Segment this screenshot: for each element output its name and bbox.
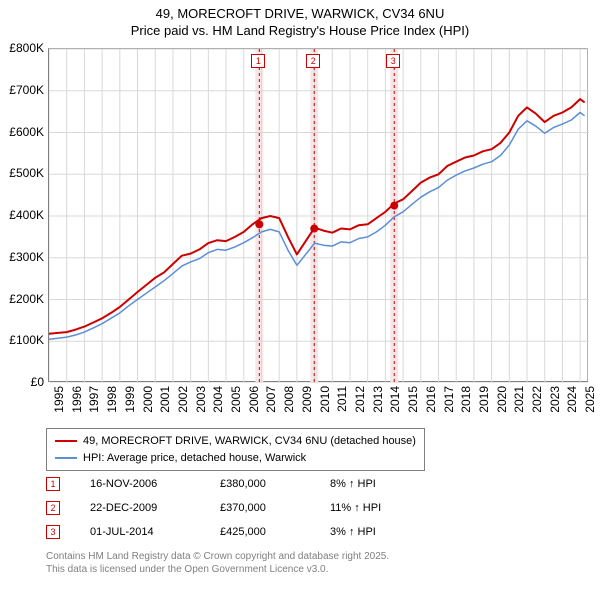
sale-date: 16-NOV-2006: [90, 478, 220, 490]
x-axis-tick-label: 1999: [123, 386, 137, 413]
x-axis-tick-label: 2002: [176, 386, 190, 413]
sale-marker-2: 2: [306, 54, 320, 68]
x-axis-tick-label: 1996: [70, 386, 84, 413]
title-line-2: Price paid vs. HM Land Registry's House …: [0, 23, 600, 40]
x-axis-tick-label: 2015: [406, 386, 420, 413]
legend-item: 49, MORECROFT DRIVE, WARWICK, CV34 6NU (…: [55, 433, 416, 450]
sale-row: 2 22-DEC-2009£370,00011% ↑ HPI: [46, 496, 430, 520]
legend-item: HPI: Average price, detached house, Warw…: [55, 450, 416, 467]
x-axis-tick-label: 2008: [282, 386, 296, 413]
sale-date: 01-JUL-2014: [90, 526, 220, 538]
x-axis-tick-label: 2011: [335, 386, 349, 412]
y-axis-tick-label: £700K: [0, 83, 44, 97]
y-axis-tick-label: £500K: [0, 166, 44, 180]
x-axis-tick-label: 2016: [424, 386, 438, 413]
sale-row-marker: 3: [46, 525, 60, 539]
x-axis-tick-label: 2018: [459, 386, 473, 413]
x-axis-tick-label: 2023: [548, 386, 562, 413]
sale-price: £380,000: [220, 478, 330, 490]
x-axis-tick-label: 2005: [229, 386, 243, 413]
sale-row-marker: 2: [46, 501, 60, 515]
x-axis-tick-label: 2006: [247, 386, 261, 413]
x-axis-tick-label: 2025: [583, 386, 597, 413]
sale-hpi-delta: 3% ↑ HPI: [330, 526, 430, 538]
x-axis-tick-label: 2012: [353, 386, 367, 413]
legend-label: 49, MORECROFT DRIVE, WARWICK, CV34 6NU (…: [83, 433, 416, 450]
chart-legend: 49, MORECROFT DRIVE, WARWICK, CV34 6NU (…: [46, 428, 425, 471]
legend-swatch: [55, 440, 77, 442]
x-axis-tick-label: 2021: [512, 386, 526, 413]
x-axis-tick-label: 2001: [158, 386, 172, 413]
x-axis-tick-label: 2000: [141, 386, 155, 413]
y-axis-tick-label: £0: [0, 375, 44, 389]
attribution-text: Contains HM Land Registry data © Crown c…: [46, 550, 389, 576]
x-axis-tick-label: 2013: [371, 386, 385, 413]
y-axis-tick-label: £300K: [0, 250, 44, 264]
x-axis-tick-label: 2024: [565, 386, 579, 413]
y-axis-tick-label: £600K: [0, 125, 44, 139]
sale-price: £425,000: [220, 526, 330, 538]
sale-hpi-delta: 11% ↑ HPI: [330, 502, 430, 514]
x-axis-tick-label: 2014: [388, 386, 402, 413]
sale-row-marker: 1: [46, 477, 60, 491]
sale-marker-3: 3: [386, 54, 400, 68]
x-axis-tick-label: 2010: [318, 386, 332, 413]
y-axis-tick-label: £400K: [0, 208, 44, 222]
title-line-1: 49, MORECROFT DRIVE, WARWICK, CV34 6NU: [0, 6, 600, 23]
x-axis-tick-label: 2007: [264, 386, 278, 413]
attribution-line-2: This data is licensed under the Open Gov…: [46, 563, 389, 576]
x-axis-tick-label: 2020: [495, 386, 509, 413]
x-axis-tick-label: 1997: [87, 386, 101, 413]
x-axis-tick-label: 2019: [477, 386, 491, 413]
x-axis-tick-label: 2003: [194, 386, 208, 413]
legend-label: HPI: Average price, detached house, Warw…: [83, 450, 306, 467]
legend-swatch: [55, 457, 77, 459]
sale-price: £370,000: [220, 502, 330, 514]
attribution-line-1: Contains HM Land Registry data © Crown c…: [46, 550, 389, 563]
sale-row: 1 16-NOV-2006£380,0008% ↑ HPI: [46, 472, 430, 496]
x-axis-tick-label: 2017: [442, 386, 456, 413]
sale-date: 22-DEC-2009: [90, 502, 220, 514]
x-axis-tick-label: 2022: [530, 386, 544, 413]
sales-table: 1 16-NOV-2006£380,0008% ↑ HPI 2 22-DEC-2009…: [46, 472, 430, 544]
sale-row: 3 01-JUL-2014£425,0003% ↑ HPI: [46, 520, 430, 544]
x-axis-tick-label: 1998: [105, 386, 119, 413]
x-axis-tick-label: 1995: [52, 386, 66, 413]
x-axis-tick-label: 2009: [300, 386, 314, 413]
y-axis-tick-label: £200K: [0, 292, 44, 306]
y-axis-tick-label: £100K: [0, 333, 44, 347]
sale-marker-1: 1: [251, 54, 265, 68]
x-axis-tick-label: 2004: [211, 386, 225, 413]
y-axis-tick-label: £800K: [0, 41, 44, 55]
sale-hpi-delta: 8% ↑ HPI: [330, 478, 430, 490]
chart-titles: 49, MORECROFT DRIVE, WARWICK, CV34 6NU P…: [0, 0, 600, 40]
chart-plot-area: [48, 48, 588, 382]
